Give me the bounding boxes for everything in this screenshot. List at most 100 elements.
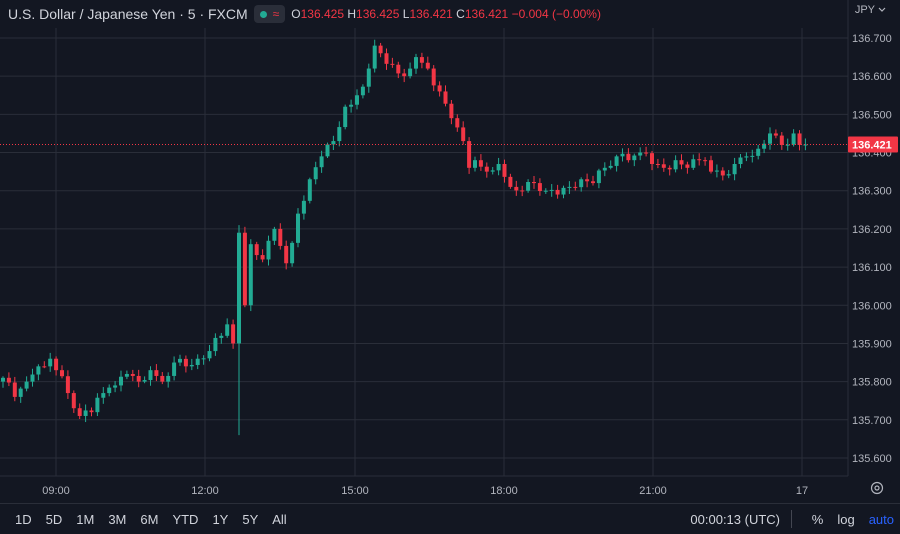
candle-body [331, 141, 336, 145]
candle-body [561, 187, 566, 195]
candle-body [744, 156, 749, 158]
currency-selector[interactable]: JPY [855, 4, 886, 16]
candle-body [54, 358, 59, 371]
candle-body [172, 362, 177, 376]
candle-body [402, 73, 407, 77]
candle-body [107, 387, 112, 394]
candle-body [573, 186, 578, 188]
candle-body [484, 166, 489, 172]
chart-legend: U.S. Dollar / Japanese Yen · 5 · FXCM ≈ … [8, 4, 601, 24]
market-status-pill[interactable]: ≈ [253, 5, 286, 23]
candle-body [478, 160, 483, 167]
candle-body [396, 64, 401, 74]
last-price-tag [848, 136, 898, 153]
candle-body [142, 380, 147, 382]
candle-body [231, 324, 236, 344]
candle-body [325, 144, 330, 157]
candle-body [219, 335, 224, 338]
candle-body [773, 133, 778, 136]
close-label: C [456, 7, 465, 21]
time-tick-label: 09:00 [42, 485, 70, 497]
candle-body [768, 133, 772, 144]
range-buttons: 1D 5D 1M 3M 6M YTD 1Y 5Y All [0, 512, 294, 527]
range-ytd-button[interactable]: YTD [172, 511, 199, 527]
candle-body [101, 393, 106, 398]
range-6m-button[interactable]: 6M [140, 511, 159, 527]
candle-body [431, 68, 436, 86]
candle-body [762, 143, 767, 149]
candle-body [42, 366, 47, 368]
candle-body [24, 381, 29, 389]
candle-body [372, 45, 377, 69]
price-tick-label: 135.900 [852, 338, 892, 350]
candle-body [703, 160, 708, 162]
candle-body [201, 358, 206, 360]
candle-body [661, 164, 666, 168]
candle-body [95, 397, 100, 413]
candle-body [284, 245, 289, 264]
symbol-title[interactable]: U.S. Dollar / Japanese Yen · 5 · FXCM [8, 6, 248, 22]
candle-body [608, 165, 613, 168]
candle-body [213, 337, 218, 352]
candle-body [567, 186, 572, 188]
chart-settings-icon[interactable] [870, 481, 884, 495]
open-value: 136.425 [300, 7, 344, 21]
range-1y-button[interactable]: 1Y [212, 511, 229, 527]
utc-clock[interactable]: 00:00:13 (UTC) [690, 512, 780, 527]
candle-body [89, 410, 94, 413]
candle-body [543, 190, 548, 192]
range-5y-button[interactable]: 5Y [242, 511, 259, 527]
range-5d-button[interactable]: 5D [45, 511, 63, 527]
candle-body [709, 160, 713, 172]
candle-body [602, 167, 607, 171]
time-tick-label: 21:00 [639, 485, 667, 497]
log-scale-button[interactable]: log [837, 512, 855, 527]
high-label: H [347, 7, 357, 21]
candle-body [785, 144, 790, 146]
candle-body [620, 153, 625, 157]
range-1m-button[interactable]: 1M [76, 511, 95, 527]
range-3m-button[interactable]: 3M [108, 511, 127, 527]
candle-body [124, 373, 129, 377]
candlestick-chart[interactable]: 135.600 135.700 135.800 135.900 136.000 136.1… [0, 0, 900, 504]
candle-body [614, 156, 619, 166]
range-1d-button[interactable]: 1D [15, 511, 32, 527]
candle-body [596, 170, 601, 184]
candle-body [290, 242, 295, 264]
candle-body [414, 57, 418, 69]
candle-body [720, 170, 725, 176]
candle-body [673, 160, 678, 170]
range-all-button[interactable]: All [272, 511, 287, 527]
auto-scale-button[interactable]: auto [868, 512, 894, 527]
candle-body [260, 255, 265, 260]
candle-body [378, 45, 383, 54]
percent-scale-button[interactable]: % [811, 512, 824, 527]
candle-body [65, 376, 70, 394]
candle-body [803, 144, 808, 146]
ohlc-values: O136.425 H136.425 L136.421 C136.421 −0.0… [291, 7, 601, 21]
time-tick-label: 18:00 [490, 485, 518, 497]
price-tick-label: 135.600 [852, 453, 892, 465]
candle-body [714, 170, 719, 172]
candle-body [591, 181, 595, 184]
candle-body [248, 244, 253, 306]
candle-body [779, 135, 784, 145]
candle-body [626, 153, 631, 161]
candle-body [266, 240, 271, 260]
time-tick-label: 15:00 [341, 485, 369, 497]
candle-body [549, 189, 554, 191]
price-tick-label: 136.000 [852, 300, 892, 312]
last-price-label: 136.421 [852, 140, 892, 152]
candle-body [113, 385, 118, 388]
candle-body [419, 57, 424, 63]
candle-body [437, 85, 442, 92]
candle-body [526, 181, 531, 191]
candle-body [532, 181, 536, 184]
candle-body [207, 351, 212, 359]
price-tick-label: 136.600 [852, 71, 892, 83]
candle-body [585, 179, 590, 182]
candle-body [225, 324, 230, 336]
candle-body [189, 364, 194, 367]
candle-body [60, 370, 64, 377]
scale-buttons: % log auto [812, 512, 894, 527]
